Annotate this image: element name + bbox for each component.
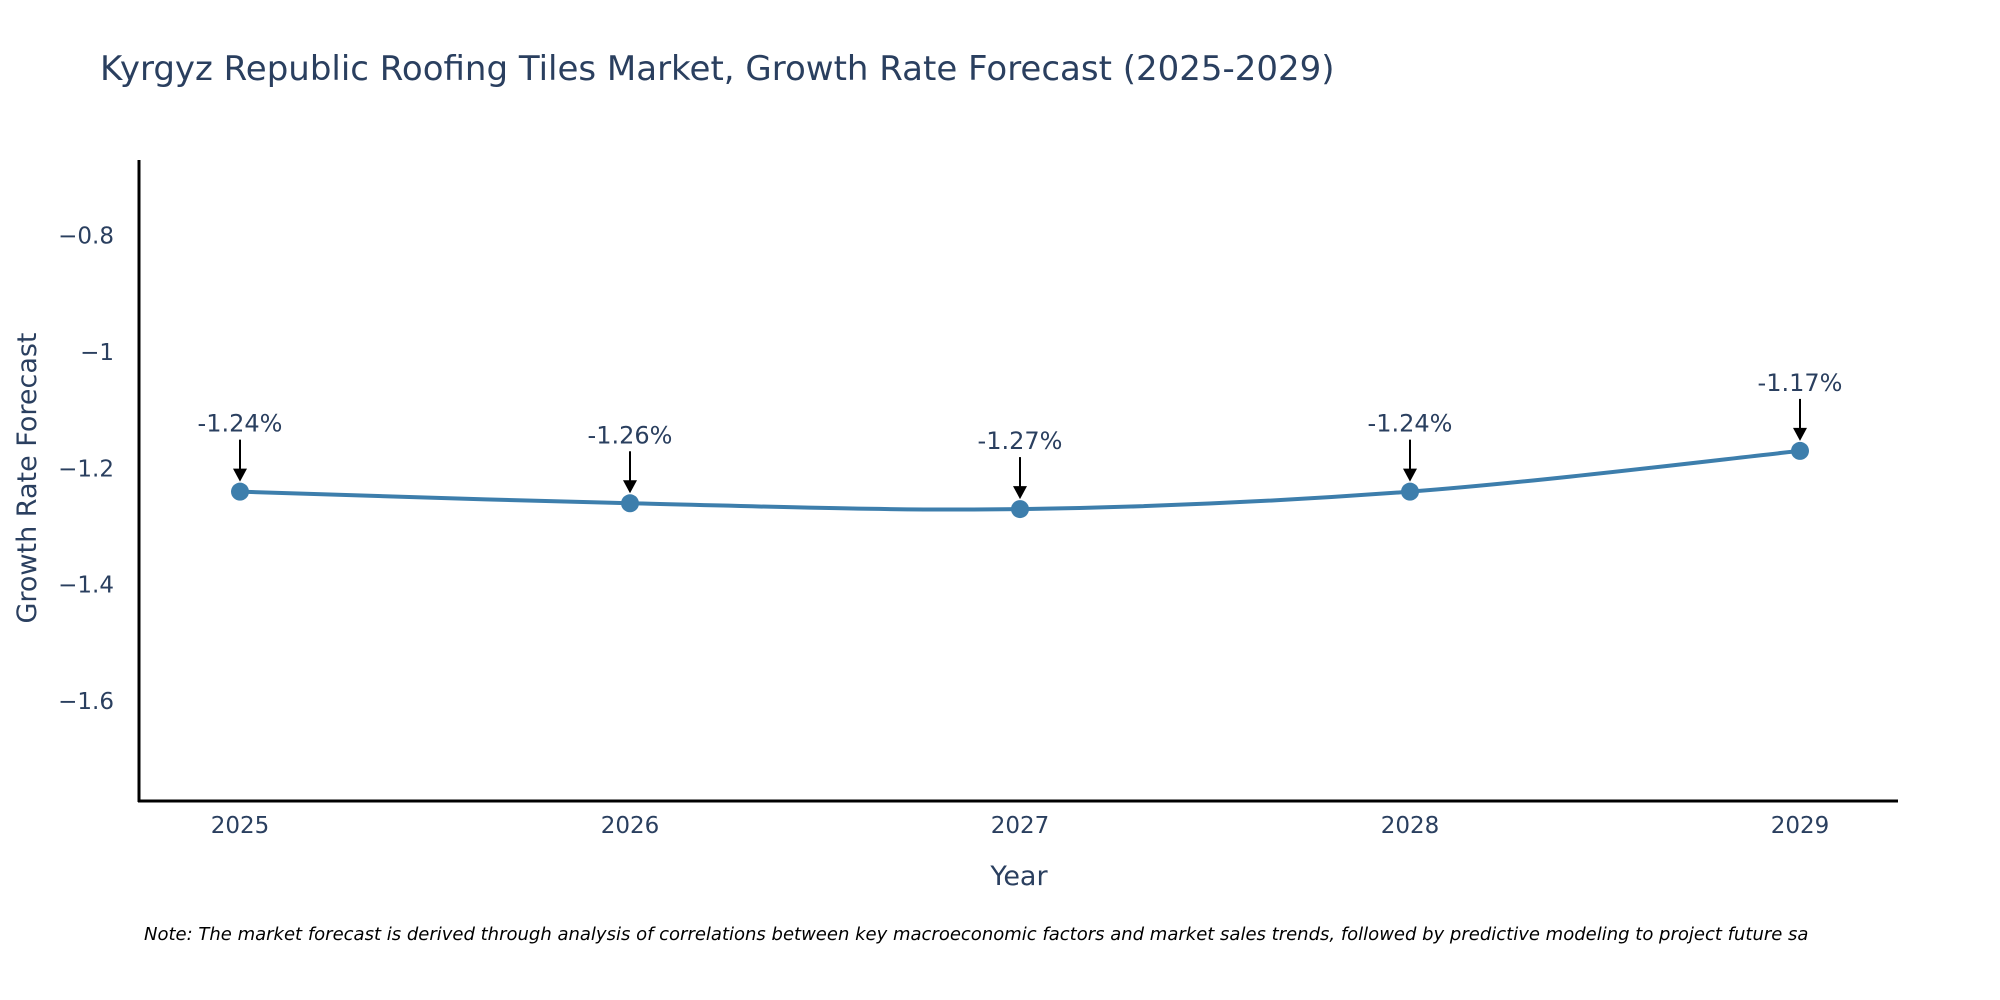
y-tick-labels: −0.8 −1 −1.2 −1.4 −1.6 [58,224,114,715]
data-point [1011,500,1029,519]
plot-area: −0.8−1−1.2−1.4−1.6 2025 2026 2027 2028 2029 … [58,160,1898,839]
data-point [1791,441,1809,460]
data-label: -1.17% [1758,369,1843,397]
footnote: Note: The market forecast is derived thr… [144,924,1808,945]
x-tick-label: 2028 [1381,813,1440,839]
annotation-arrow-head [233,468,247,482]
y-axis-title: Growth Rate Forecast [12,332,43,623]
annotation-arrow-head [1013,486,1027,500]
x-tick-label: 2027 [991,813,1050,839]
data-point [231,482,249,501]
y-tick-label: −1.2 [58,456,114,482]
data-point [1401,482,1419,501]
x-tick-label: 2025 [211,813,270,839]
data-label: -1.24% [198,410,283,438]
y-tick-label: −1.4 [58,573,114,599]
x-tick-label: 2026 [601,813,660,839]
x-axis-title: Year [989,861,1048,892]
data-label: -1.26% [588,421,673,449]
chart-title: Kyrgyz Republic Roofing Tiles Market, Gr… [100,49,1335,89]
y-tick-label: −0.8 [58,224,114,250]
data-point [621,494,639,513]
x-tick-label: 2029 [1771,813,1830,839]
x-tick-labels: 2025 2026 2027 2028 2029 [211,813,1830,839]
y-tick-label: −1.6 [58,689,114,715]
y-tick-label: −1 [80,340,114,366]
data-label: -1.27% [978,427,1063,455]
data-label: -1.24% [1368,410,1453,438]
annotation-arrow-head [623,480,637,494]
data-annotations: -1.24% -1.26% -1.27% -1.24% -1.17% [198,369,1843,500]
annotation-arrow-head [1793,427,1807,441]
data-markers [231,441,1809,519]
annotation-arrow-head [1403,468,1417,482]
